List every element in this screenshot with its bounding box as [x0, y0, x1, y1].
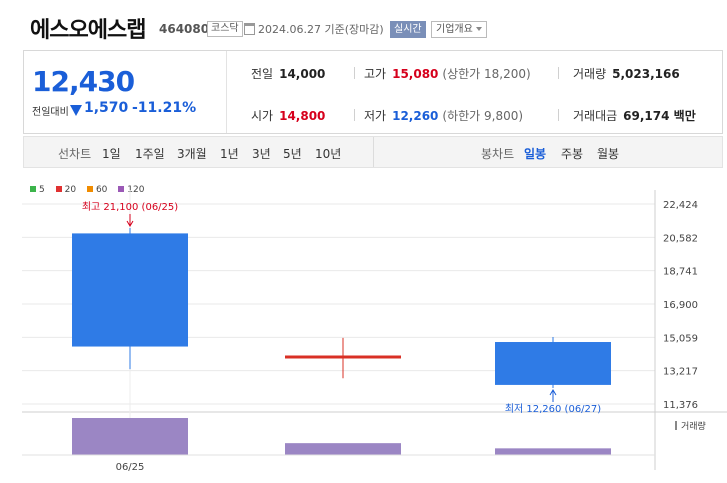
company-info-dropdown[interactable]: 기업개요 — [431, 21, 487, 38]
candle-chart-title: 봉차트 — [481, 147, 515, 161]
legend-label: 5 — [39, 185, 45, 195]
divider — [354, 67, 355, 79]
y-tick-label: 20,582 — [663, 233, 698, 244]
divider — [354, 109, 355, 121]
market-badge: 코스닥 — [207, 21, 243, 37]
period-5y[interactable]: 5년 — [283, 147, 302, 161]
change-value: 1,570 — [84, 100, 129, 116]
period-bar: 선차트 1일 1주일 3개월 1년 3년 5년 10년 봉차트 일봉 주봉 월봉 — [23, 136, 723, 168]
divider — [226, 51, 227, 133]
volume-value: 5,023,166 — [612, 67, 680, 81]
ma-legend: 5 20 60 120 — [30, 185, 152, 195]
high-price: 고가 15,080 (상한가 18,200) — [364, 65, 531, 82]
stock-name: 에스오에스랩 — [30, 18, 146, 43]
period-1d[interactable]: 1일 — [102, 147, 121, 161]
period-1w[interactable]: 1주일 — [135, 147, 165, 161]
y-tick-label: 18,741 — [663, 267, 698, 278]
low-label: 저가 — [364, 109, 387, 123]
x-tick-label: 06/25 — [116, 462, 145, 473]
base-date: 2024.06.27 기준(장마감) — [258, 23, 384, 36]
legend-item-ma5[interactable]: 5 — [30, 185, 45, 195]
volume-bar — [285, 443, 401, 455]
low-annotation: 최저 12,260 (06/27) — [505, 403, 601, 415]
realtime-button[interactable]: 실시간 — [390, 21, 426, 38]
current-price: 12,430 — [32, 65, 135, 98]
trade-amount: 거래대금 69,174 백만 — [573, 107, 696, 124]
change-percent: -11.21% — [132, 100, 197, 116]
low-arrow-head — [549, 389, 557, 396]
volume: 거래량 5,023,166 — [573, 65, 680, 82]
period-3y[interactable]: 3년 — [252, 147, 271, 161]
y-tick-label: 13,217 — [663, 367, 698, 378]
volume-label-marker — [675, 421, 677, 430]
prev-close-value: 14,000 — [279, 67, 326, 81]
legend-swatch — [86, 186, 93, 192]
stock-code: 464080 — [159, 22, 210, 36]
period-10y[interactable]: 10년 — [315, 147, 342, 161]
y-tick-label: 15,059 — [663, 333, 698, 344]
divider — [558, 109, 559, 121]
legend-swatch — [30, 186, 36, 192]
period-3m[interactable]: 3개월 — [177, 147, 207, 161]
low-value: 12,260 — [392, 109, 439, 123]
candle-monthly[interactable]: 월봉 — [597, 147, 620, 161]
candle-body — [495, 342, 611, 385]
legend-label: 20 — [64, 185, 77, 195]
open-label: 시가 — [251, 109, 274, 123]
candlestick-chart[interactable]: 22,424 20,582 18,741 16,900 15,059 13,217 11,3… — [0, 170, 727, 483]
prev-close: 전일 14,000 — [251, 65, 325, 82]
calendar-icon — [244, 23, 255, 35]
company-info-label: 기업개요 — [436, 24, 473, 35]
lower-limit: (하한가 9,800) — [442, 109, 524, 123]
divider — [373, 137, 374, 167]
candle-body — [285, 355, 401, 359]
candle-body — [72, 233, 188, 347]
down-triangle-icon — [70, 105, 82, 116]
y-tick-label: 16,900 — [663, 300, 698, 311]
price-summary: 12,430 전일대비 1,570 -11.21% 전일 14,000 고가 15,… — [23, 50, 723, 134]
y-tick-label: 22,424 — [663, 200, 698, 211]
candle-daily[interactable]: 일봉 — [524, 147, 547, 161]
legend-label: 60 — [95, 185, 108, 195]
legend-item-ma60[interactable]: 60 — [86, 185, 108, 195]
legend-label: 120 — [127, 185, 145, 195]
amount-label: 거래대금 — [573, 109, 618, 123]
volume-bar — [495, 448, 611, 455]
chevron-down-icon — [475, 27, 482, 31]
legend-swatch — [118, 186, 125, 192]
line-chart-title: 선차트 — [58, 147, 92, 161]
volume-label: 거래량 — [681, 420, 706, 432]
y-tick-label: 11,376 — [663, 400, 698, 411]
divider — [558, 67, 559, 79]
open-price: 시가 14,800 — [251, 107, 325, 124]
high-label: 고가 — [364, 67, 387, 81]
amount-value: 69,174 백만 — [623, 109, 696, 123]
volume-bar — [72, 418, 188, 455]
change-label: 전일대비 — [32, 107, 69, 118]
period-1y[interactable]: 1년 — [220, 147, 239, 161]
high-value: 15,080 — [392, 67, 439, 81]
upper-limit: (상한가 18,200) — [442, 67, 531, 81]
stock-header: 에스오에스랩 464080 코스닥 2024.06.27 기준(장마감) 실시간… — [0, 0, 727, 47]
high-annotation: 최고 21,100 (06/25) — [82, 201, 178, 213]
prev-close-label: 전일 — [251, 67, 274, 81]
low-price: 저가 12,260 (하한가 9,800) — [364, 107, 523, 124]
legend-item-ma20[interactable]: 20 — [55, 185, 77, 195]
volume-label: 거래량 — [573, 67, 607, 81]
legend-swatch — [55, 186, 62, 192]
open-value: 14,800 — [279, 109, 326, 123]
high-arrow-head — [126, 220, 134, 227]
candle-weekly[interactable]: 주봉 — [561, 147, 584, 161]
legend-item-ma120[interactable]: 120 — [118, 185, 144, 195]
